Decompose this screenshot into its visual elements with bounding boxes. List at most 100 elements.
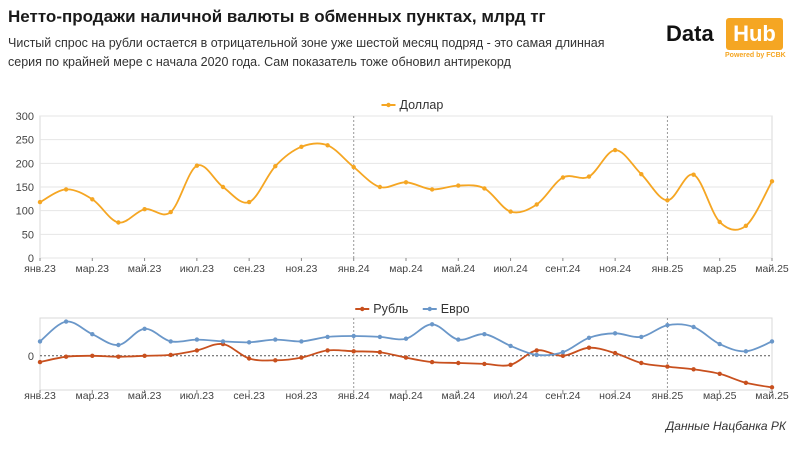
data-point (586, 345, 592, 350)
x-tick-label: янв.23 (24, 390, 56, 402)
data-point (769, 339, 775, 344)
data-point (273, 337, 278, 342)
legend: Доллар (381, 98, 443, 112)
data-point (639, 172, 644, 177)
data-point (482, 332, 487, 337)
data-point (769, 385, 775, 390)
data-point (220, 184, 226, 190)
x-tick-label: янв.24 (338, 390, 370, 402)
x-tick-label: май.25 (755, 263, 789, 275)
logo-word-data: Data (666, 21, 714, 46)
x-tick-label: мар.23 (76, 390, 110, 402)
data-point (351, 349, 356, 354)
data-point (665, 323, 670, 328)
data-point (534, 202, 539, 207)
data-point (586, 174, 592, 179)
data-point (273, 358, 278, 363)
data-point (168, 339, 173, 344)
data-point (63, 354, 69, 359)
legend: Рубль Евро (355, 302, 470, 316)
x-tick-label: ноя.23 (285, 263, 317, 275)
x-tick-label: янв.25 (652, 390, 684, 402)
x-tick-label: июл.24 (493, 263, 527, 275)
x-tick-label: сен.23 (233, 263, 265, 275)
data-point (194, 163, 200, 168)
x-tick-label: май.25 (755, 390, 789, 402)
data-point (116, 342, 121, 348)
data-point (37, 359, 43, 365)
data-point (717, 371, 722, 376)
data-point (717, 219, 722, 225)
data-point (665, 364, 670, 369)
x-tick-label: янв.25 (652, 263, 684, 275)
data-point (403, 336, 409, 341)
x-tick-label: май.24 (442, 263, 476, 275)
data-point (90, 332, 95, 337)
data-point (534, 348, 539, 353)
data-point (639, 360, 644, 366)
data-point (220, 339, 226, 344)
x-tick-label: мар.24 (389, 263, 423, 275)
x-tick-label: ноя.24 (599, 390, 631, 402)
x-tick-label: ноя.23 (285, 390, 317, 402)
data-point (743, 223, 749, 228)
data-point (586, 335, 592, 340)
data-point (142, 207, 147, 212)
data-point (299, 144, 304, 149)
data-point (246, 199, 252, 205)
data-point (168, 209, 173, 215)
data-point (612, 147, 618, 153)
data-point (456, 360, 461, 366)
data-point (403, 355, 409, 360)
x-tick-label: сент.24 (545, 263, 580, 275)
data-point (534, 352, 539, 358)
data-point (273, 164, 278, 169)
data-point (37, 339, 43, 344)
data-point (116, 220, 121, 225)
data-point (142, 326, 147, 331)
data-point (717, 341, 722, 347)
legend-marker (360, 306, 365, 312)
x-tick-label: мар.24 (389, 390, 423, 402)
data-point (246, 340, 252, 345)
x-tick-label: май.23 (128, 263, 162, 275)
data-point (63, 319, 69, 324)
x-tick-label: мар.23 (76, 263, 110, 275)
data-point (560, 175, 566, 180)
plot-frame (39, 317, 773, 391)
x-tick-label: мар.25 (703, 263, 737, 275)
data-point (639, 334, 644, 340)
data-point (612, 331, 618, 336)
data-point (351, 333, 356, 339)
data-point (429, 187, 435, 192)
series-line-Рубль (39, 343, 773, 389)
data-point (377, 184, 383, 190)
chart-panel-1: 0 50 100 150 200 250 300 янв.23 мар.23 май.23 июл.… (16, 98, 789, 275)
data-point (482, 186, 487, 191)
data-point (403, 180, 409, 185)
legend-marker (386, 102, 391, 108)
y-tick-label: 200 (16, 158, 34, 170)
data-point (246, 356, 252, 361)
chart-subtitle: Чистый спрос на рубли остается в отрицат… (8, 36, 605, 69)
data-point (456, 183, 461, 188)
data-point (325, 348, 330, 353)
data-point (691, 367, 696, 372)
x-tick-label: июл.23 (180, 390, 214, 402)
chart-title: Нетто-продажи наличной валюты в обменных… (8, 7, 546, 26)
data-point (377, 350, 383, 355)
datahub-logo: Data Hub Powered by FCBK (666, 18, 786, 64)
data-point (90, 197, 95, 202)
y-tick-label: 300 (16, 111, 34, 123)
data-point (351, 164, 356, 170)
x-tick-label: мар.25 (703, 390, 737, 402)
y-tick-label: 100 (16, 206, 34, 218)
data-point (508, 362, 513, 367)
data-point (299, 355, 304, 360)
logo-badge: Hub (726, 18, 783, 50)
data-point (560, 353, 566, 358)
data-point (769, 179, 775, 184)
data-point (429, 322, 435, 327)
x-tick-label: июл.23 (180, 263, 214, 275)
